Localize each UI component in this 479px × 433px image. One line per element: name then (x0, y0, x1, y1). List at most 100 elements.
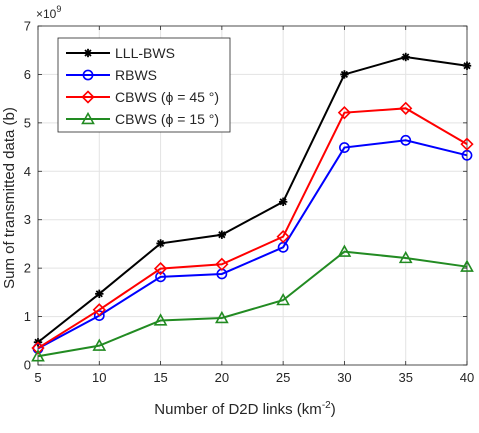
y-tick-label: 2 (24, 261, 31, 276)
data-point-marker (153, 313, 168, 326)
circle-marker (339, 142, 350, 153)
diamond-marker (337, 106, 352, 120)
legend-label: CBWS (ϕ = 45 °) (115, 89, 219, 105)
legend-entry: RBWS (66, 67, 157, 83)
diamond-marker (81, 90, 95, 104)
asterisk-stroke (402, 53, 410, 61)
y-axis-label: Sum of transmitted data (b) (1, 107, 18, 289)
data-point-marker (217, 230, 227, 239)
diamond-marker (460, 137, 474, 151)
data-point-marker (92, 338, 107, 351)
data-point-marker (337, 244, 352, 257)
data-point-marker (339, 142, 350, 153)
legend-entry: CBWS (ϕ = 15 °) (66, 111, 219, 127)
triangle-marker (398, 250, 413, 264)
data-point-marker (460, 259, 474, 272)
legend-label: LLL-BWS (115, 45, 175, 61)
y-multiplier-exponent: 9 (56, 4, 61, 14)
triangle-marker (337, 244, 352, 257)
data-point-marker (460, 137, 474, 151)
y-tick-label: 7 (24, 19, 31, 34)
axis-ticks: 5 10 15 20 25 30 35 40 0 1 2 3 4 5 6 7 (24, 19, 474, 386)
data-point-marker (400, 134, 412, 146)
series-asterisk (33, 52, 472, 347)
circle-marker (82, 69, 94, 81)
data-point-marker (82, 69, 94, 81)
plot-area-frame (37, 25, 468, 366)
circle-marker (155, 271, 166, 283)
asterisk-stroke (340, 70, 349, 79)
data-point-marker (276, 292, 291, 306)
series-line (37, 139, 468, 350)
series-line (37, 250, 468, 358)
x-tick-label: 20 (215, 370, 229, 385)
y-tick-label: 4 (24, 164, 31, 179)
data-point-marker (31, 341, 45, 355)
triangle-marker (460, 259, 474, 272)
triangle-marker (92, 338, 107, 351)
series-line (37, 55, 468, 344)
data-point-marker (398, 250, 413, 264)
x-tick-label: 30 (337, 370, 351, 385)
legend: LLL-BWS RBWS CBWS (ϕ = 45 °) CBWS (ϕ = 15 °… (57, 37, 231, 133)
data-point-marker (93, 310, 105, 322)
y-tick-label: 1 (24, 309, 31, 324)
x-axis-label: Number of D2D links (km-2) (154, 400, 335, 418)
asterisk-stroke (463, 62, 471, 70)
x-tick-label: 25 (276, 370, 290, 385)
series-line (37, 107, 468, 349)
series-circle (32, 134, 473, 354)
triangle-marker (153, 313, 168, 326)
x-tick-label: 10 (92, 370, 106, 385)
x-tick-label: 35 (398, 370, 412, 385)
triangle-marker (31, 349, 45, 362)
asterisk-stroke (95, 290, 103, 298)
y-tick-label: 3 (24, 212, 31, 227)
asterisk-stroke (218, 231, 226, 239)
data-point-marker (156, 239, 165, 248)
diamond-marker (31, 341, 45, 355)
data-point-marker (83, 48, 93, 58)
x-tick-label: 40 (460, 370, 474, 385)
data-point-marker (401, 52, 410, 62)
x-tick-label: 15 (153, 370, 167, 385)
legend-label: CBWS (ϕ = 15 °) (115, 111, 219, 127)
data-point-marker (153, 261, 168, 276)
data-point-marker (31, 349, 45, 362)
y-axis-multiplier: ×109 (36, 4, 61, 21)
triangle-marker (276, 292, 291, 306)
diamond-marker (399, 101, 413, 115)
y-tick-label: 6 (24, 67, 31, 82)
series-group (31, 52, 474, 362)
asterisk-stroke (84, 49, 92, 57)
diamond-marker (92, 303, 106, 317)
asterisk-stroke (156, 239, 165, 248)
diamond-marker (153, 261, 168, 276)
legend-label: RBWS (115, 67, 157, 83)
y-multiplier-base: ×10 (36, 7, 57, 21)
series-diamond (31, 101, 474, 355)
asterisk-stroke (279, 198, 287, 206)
triangle-marker (81, 111, 95, 125)
circle-marker (400, 134, 412, 146)
data-point-marker (278, 197, 288, 206)
triangle-marker (214, 310, 229, 324)
data-point-marker (462, 61, 472, 70)
x-axis-label-close: ) (331, 401, 336, 418)
diamond-marker (276, 230, 290, 244)
x-axis-label-superscript: -2 (322, 400, 331, 411)
data-point-marker (340, 70, 349, 79)
data-point-marker (155, 271, 166, 283)
x-tick-label: 5 (34, 370, 41, 385)
data-point-marker (92, 303, 106, 317)
legend-entry: LLL-BWS (66, 45, 175, 61)
series-triangle (31, 244, 474, 362)
data-point-marker (81, 111, 95, 125)
data-point-marker (337, 106, 352, 120)
data-point-marker (214, 310, 229, 324)
data-point-marker (95, 289, 104, 299)
data-point-marker (215, 257, 229, 271)
y-tick-label: 0 (24, 358, 31, 373)
data-point-marker (81, 90, 95, 104)
